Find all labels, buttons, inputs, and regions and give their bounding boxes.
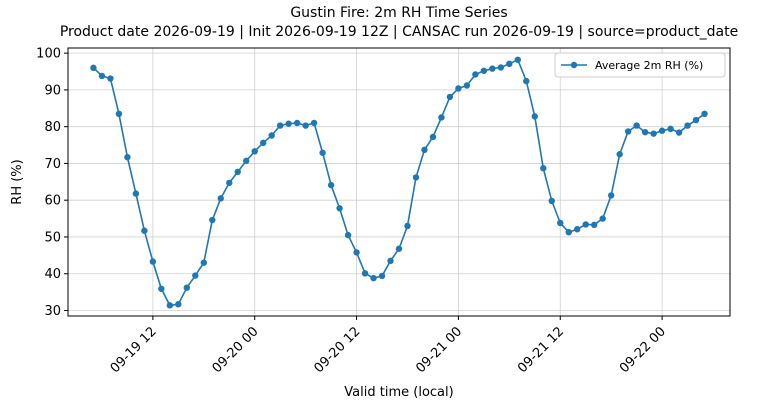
data-point (251, 148, 258, 155)
data-point (463, 82, 471, 89)
data-point (523, 77, 530, 85)
data-point (641, 128, 649, 136)
data-point (353, 249, 360, 256)
y-tick-label: 40 (44, 267, 61, 282)
data-point (616, 151, 623, 158)
data-point (166, 302, 174, 309)
data-point (421, 146, 428, 154)
data-point (489, 65, 496, 72)
data-point (226, 179, 233, 187)
legend-marker (570, 61, 578, 69)
data-point (548, 197, 555, 205)
data-point (633, 122, 640, 129)
data-point (675, 129, 683, 136)
chart-subtitle: Product date 2026-09-19 | Init 2026-09-1… (60, 24, 738, 40)
data-point (175, 301, 182, 308)
data-point (124, 153, 131, 161)
data-point (378, 272, 386, 280)
data-point (658, 127, 666, 134)
data-point (599, 215, 606, 222)
data-point (370, 274, 377, 282)
data-point (149, 258, 157, 265)
data-point (701, 110, 708, 118)
legend-label: Average 2m RH (%) (595, 59, 703, 72)
data-point (667, 125, 674, 133)
data-point (591, 221, 598, 229)
data-point (404, 222, 411, 230)
data-point (319, 149, 326, 156)
data-point (98, 72, 106, 80)
x-axis-label: Valid time (local) (344, 385, 453, 400)
data-point (243, 157, 250, 165)
data-point (514, 56, 522, 63)
chart-title: Gustin Fire: 2m RH Time Series (290, 5, 507, 21)
data-point (624, 128, 632, 135)
y-tick-label: 100 (36, 47, 61, 62)
data-point (90, 64, 97, 72)
data-point (192, 272, 199, 279)
data-point (183, 284, 191, 291)
data-point (217, 195, 224, 202)
data-point (200, 259, 207, 266)
data-point (361, 270, 369, 277)
y-tick-label: 90 (44, 83, 61, 98)
data-point (429, 133, 437, 141)
y-tick-label: 30 (44, 304, 61, 319)
y-tick-label: 50 (44, 230, 61, 245)
x-tick-label: 09-20 12 (311, 324, 363, 376)
data-point (234, 168, 241, 176)
data-point (293, 119, 301, 127)
data-point (260, 139, 267, 147)
data-point (132, 190, 140, 197)
x-tick-label: 09-21 00 (413, 324, 465, 376)
data-point (336, 205, 343, 212)
data-point (506, 60, 513, 68)
legend-box (554, 52, 726, 78)
data-point (302, 122, 309, 129)
data-point (480, 67, 488, 74)
data-point (607, 192, 615, 199)
data-point (565, 228, 572, 236)
data-point (285, 120, 292, 127)
data-point (582, 221, 589, 228)
x-tick-label: 09-20 00 (210, 324, 262, 376)
data-point (310, 119, 318, 127)
data-point (692, 116, 700, 124)
data-point (557, 219, 564, 227)
data-point (455, 85, 462, 92)
data-point (115, 110, 123, 118)
data-point (209, 216, 216, 224)
data-point (438, 114, 445, 121)
data-line (92, 58, 706, 307)
data-point (276, 122, 284, 129)
data-point (387, 257, 394, 265)
data-point (574, 226, 581, 233)
data-point (158, 285, 165, 292)
y-axis-label: RH (%) (10, 159, 25, 204)
data-point (497, 64, 505, 71)
data-point (327, 181, 335, 189)
x-tick-label: 09-21 12 (515, 324, 567, 376)
data-point (268, 132, 275, 139)
data-point (531, 113, 538, 120)
data-point (684, 122, 691, 129)
data-point (412, 174, 420, 181)
data-point (395, 245, 403, 252)
data-point (344, 231, 352, 239)
plot-frame (67, 47, 731, 317)
data-point (107, 75, 114, 82)
y-tick-label: 80 (44, 120, 61, 135)
data-point (540, 165, 547, 172)
data-point (446, 93, 454, 101)
data-point (650, 130, 657, 137)
data-point (141, 227, 148, 234)
y-tick-label: 60 (44, 194, 61, 209)
data-point (472, 71, 479, 78)
x-tick-label: 09-19 12 (108, 324, 160, 376)
y-tick-label: 70 (44, 157, 61, 172)
x-tick-label: 09-22 00 (617, 324, 669, 376)
